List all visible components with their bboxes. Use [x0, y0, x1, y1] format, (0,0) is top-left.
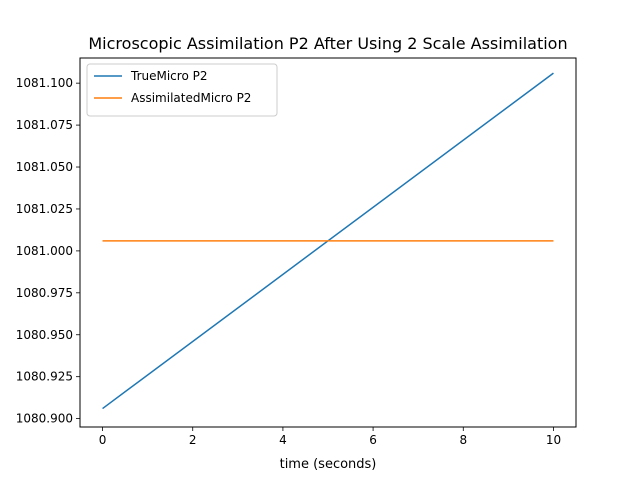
y-tick-label: 1081.050 — [16, 160, 73, 174]
x-tick-label: 4 — [279, 433, 287, 447]
legend-label: AssimilatedMicro P2 — [131, 91, 251, 105]
x-axis-label: time (seconds) — [280, 457, 377, 472]
legend-label: TrueMicro P2 — [130, 69, 207, 83]
x-tick-label: 2 — [189, 433, 197, 447]
y-tick-label: 1081.075 — [16, 118, 73, 132]
y-tick-label: 1080.900 — [16, 412, 73, 426]
plot-series — [102, 72, 554, 410]
legend-box — [86, 63, 278, 117]
y-tick-label: 1080.975 — [16, 286, 73, 300]
x-tick-label: 8 — [459, 433, 467, 447]
legend: TrueMicro P2 AssimilatedMicro P2 — [86, 63, 278, 117]
y-tick-label: 1080.950 — [16, 328, 73, 342]
x-tick-label: 10 — [546, 433, 561, 447]
y-tick-label: 1080.925 — [16, 370, 73, 384]
x-axis: 0 2 4 6 8 10 — [99, 427, 561, 447]
x-tick-label: 0 — [99, 433, 107, 447]
y-tick-label: 1081.100 — [16, 76, 73, 90]
y-tick-label: 1081.025 — [16, 202, 73, 216]
plot-frame — [79, 57, 577, 428]
y-tick-label: 1081.000 — [16, 244, 73, 258]
x-tick-label: 6 — [369, 433, 377, 447]
y-axis: 1080.900 1080.925 1080.950 1080.975 1081.000… — [16, 76, 80, 426]
chart-title: Microscopic Assimilation P2 After Using … — [88, 34, 567, 53]
